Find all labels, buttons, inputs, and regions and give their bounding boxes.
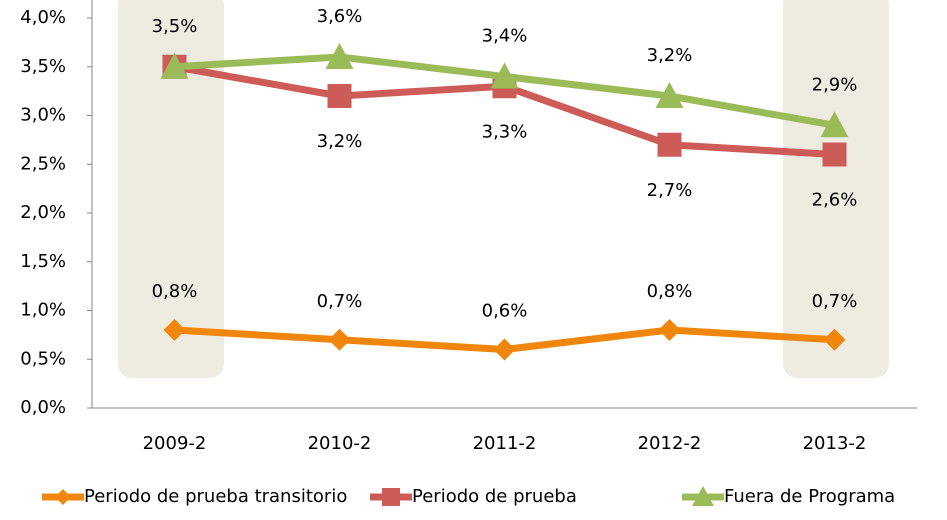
data-label: 0,7% bbox=[812, 291, 858, 312]
marker bbox=[490, 62, 519, 89]
data-label: 0,8% bbox=[152, 281, 198, 302]
marker bbox=[493, 338, 516, 361]
marker bbox=[327, 84, 352, 108]
x-tick-label: 2012-2 bbox=[638, 433, 702, 454]
data-label: 0,7% bbox=[317, 291, 363, 312]
x-tick-label: 2013-2 bbox=[803, 433, 867, 454]
legend-marker bbox=[55, 489, 71, 505]
y-tick-label: 3,5% bbox=[20, 56, 66, 77]
y-tick-label: 1,5% bbox=[20, 251, 66, 272]
marker bbox=[160, 52, 189, 79]
marker bbox=[328, 328, 351, 351]
marker bbox=[823, 328, 846, 351]
y-tick-label: 1,0% bbox=[20, 300, 66, 321]
legend-marker bbox=[692, 486, 714, 506]
marker bbox=[325, 43, 354, 69]
data-label: 0,6% bbox=[482, 301, 528, 322]
x-tick-label: 2011-2 bbox=[473, 433, 537, 454]
y-tick-label: 2,5% bbox=[20, 153, 66, 174]
highlight-band bbox=[118, 0, 224, 378]
legend-label: Periodo de prueba transitorio bbox=[84, 486, 347, 507]
data-label: 0,8% bbox=[647, 281, 693, 302]
data-label: 3,2% bbox=[647, 45, 693, 66]
data-label: 3,2% bbox=[317, 131, 363, 152]
x-tick-label: 2009-2 bbox=[143, 433, 207, 454]
marker bbox=[655, 82, 684, 108]
y-tick-label: 0,0% bbox=[20, 397, 66, 418]
data-label: 3,4% bbox=[482, 26, 528, 47]
marker bbox=[657, 132, 682, 157]
marker bbox=[820, 111, 849, 138]
legend-label: Fuera de Programa bbox=[724, 486, 895, 507]
marker bbox=[163, 319, 186, 341]
legend-marker bbox=[382, 488, 400, 506]
data-label: 2,7% bbox=[647, 180, 693, 201]
data-label: 2,6% bbox=[812, 190, 858, 211]
legend-label: Periodo de prueba bbox=[412, 486, 577, 507]
y-tick-label: 0,5% bbox=[20, 348, 66, 369]
data-label: 3,6% bbox=[317, 6, 363, 27]
marker bbox=[822, 142, 847, 167]
highlight-band bbox=[783, 0, 889, 378]
y-tick-label: 4,0% bbox=[20, 7, 66, 28]
y-tick-label: 3,0% bbox=[20, 105, 66, 126]
x-tick-label: 2010-2 bbox=[308, 433, 372, 454]
y-tick-label: 2,0% bbox=[20, 202, 66, 223]
data-label: 3,5% bbox=[152, 16, 198, 37]
data-label: 2,9% bbox=[812, 74, 858, 95]
data-label: 3,3% bbox=[482, 121, 528, 142]
marker bbox=[658, 319, 681, 341]
